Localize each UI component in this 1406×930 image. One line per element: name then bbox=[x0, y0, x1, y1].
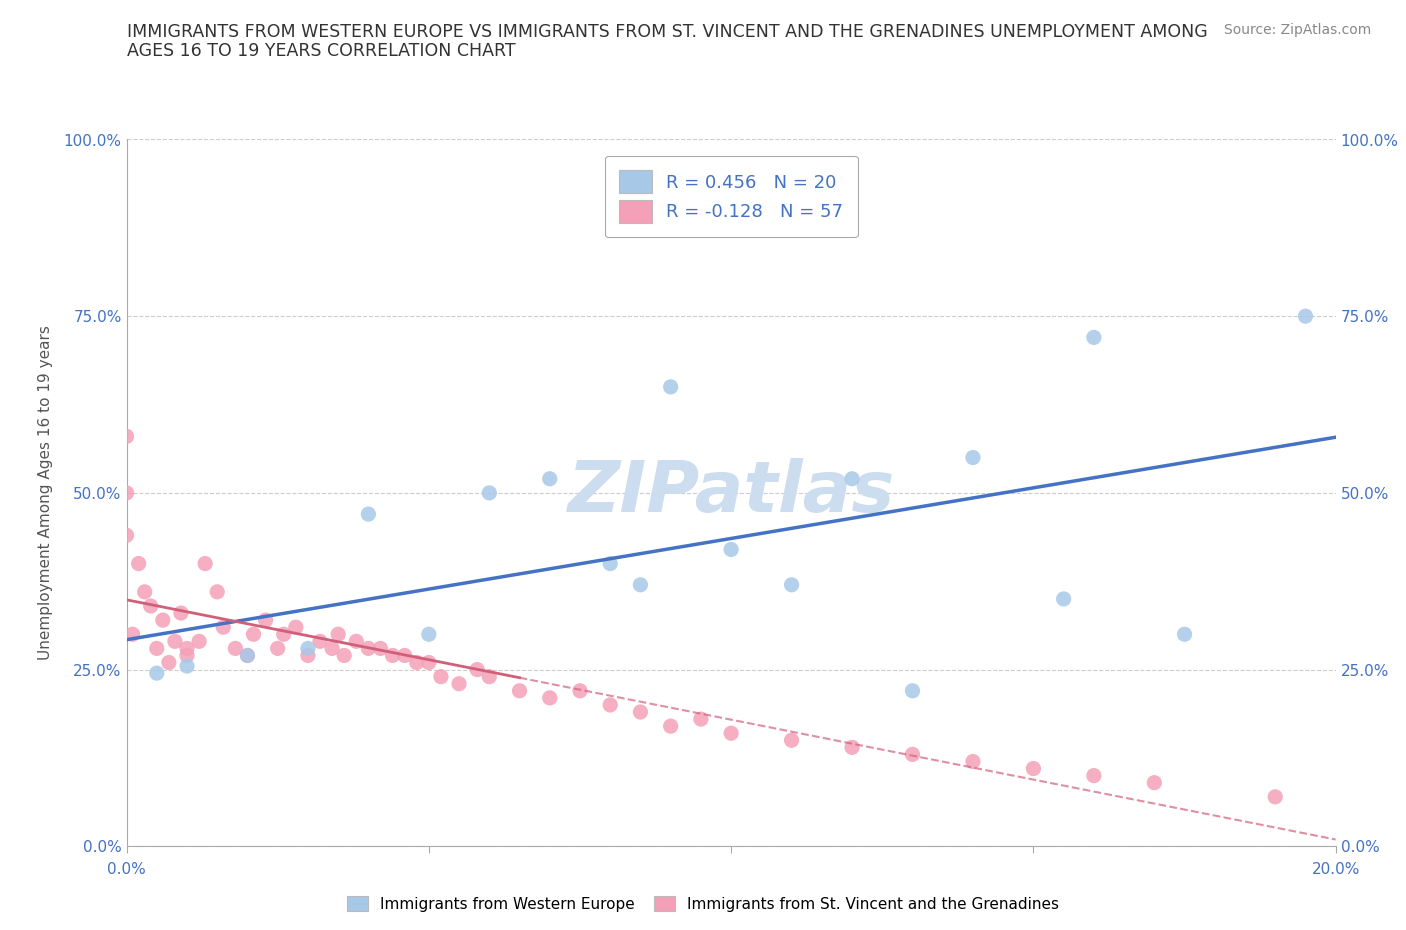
Point bbox=[418, 627, 440, 642]
Point bbox=[599, 556, 621, 571]
Point bbox=[1294, 309, 1316, 324]
Point bbox=[152, 613, 174, 628]
Point bbox=[344, 634, 367, 649]
Point bbox=[1083, 768, 1105, 783]
Point bbox=[146, 666, 169, 681]
Legend: Immigrants from Western Europe, Immigrants from St. Vincent and the Grenadines: Immigrants from Western Europe, Immigran… bbox=[340, 889, 1066, 918]
Point bbox=[418, 655, 440, 670]
Text: 20.0%: 20.0% bbox=[1312, 862, 1360, 877]
Point bbox=[478, 670, 501, 684]
Point bbox=[176, 658, 198, 673]
Point bbox=[273, 627, 295, 642]
Point bbox=[465, 662, 488, 677]
Point bbox=[478, 485, 501, 500]
Text: AGES 16 TO 19 YEARS CORRELATION CHART: AGES 16 TO 19 YEARS CORRELATION CHART bbox=[127, 42, 515, 60]
Point bbox=[1173, 627, 1195, 642]
Point bbox=[139, 599, 162, 614]
Point bbox=[115, 528, 138, 543]
Legend: R = 0.456   N = 20, R = -0.128   N = 57: R = 0.456 N = 20, R = -0.128 N = 57 bbox=[605, 155, 858, 237]
Point bbox=[146, 641, 169, 656]
Point bbox=[236, 648, 259, 663]
Point bbox=[394, 648, 416, 663]
Point bbox=[309, 634, 332, 649]
Point bbox=[297, 648, 319, 663]
Text: ZIPatlas: ZIPatlas bbox=[568, 458, 894, 527]
Point bbox=[357, 641, 380, 656]
Point bbox=[381, 648, 404, 663]
Point bbox=[157, 655, 180, 670]
Point bbox=[370, 641, 392, 656]
Point bbox=[1053, 591, 1076, 606]
Point bbox=[176, 641, 198, 656]
Point bbox=[509, 684, 531, 698]
Point bbox=[176, 648, 198, 663]
Point bbox=[538, 472, 561, 486]
Point bbox=[720, 725, 742, 740]
Point bbox=[659, 719, 682, 734]
Point bbox=[599, 698, 621, 712]
Point bbox=[430, 670, 453, 684]
Point bbox=[205, 584, 228, 599]
Point bbox=[405, 655, 427, 670]
Point bbox=[1083, 330, 1105, 345]
Y-axis label: Unemployment Among Ages 16 to 19 years: Unemployment Among Ages 16 to 19 years bbox=[38, 326, 52, 660]
Point bbox=[962, 754, 984, 769]
Point bbox=[333, 648, 356, 663]
Point bbox=[841, 472, 863, 486]
Point bbox=[1264, 790, 1286, 804]
Point bbox=[780, 733, 803, 748]
Point bbox=[163, 634, 186, 649]
Point bbox=[321, 641, 343, 656]
Point bbox=[188, 634, 211, 649]
Point bbox=[901, 684, 924, 698]
Point bbox=[284, 619, 307, 634]
Point bbox=[236, 648, 259, 663]
Point bbox=[841, 740, 863, 755]
Point bbox=[659, 379, 682, 394]
Point bbox=[128, 556, 150, 571]
Point bbox=[134, 584, 156, 599]
Text: 0.0%: 0.0% bbox=[107, 862, 146, 877]
Point bbox=[194, 556, 217, 571]
Text: Source: ZipAtlas.com: Source: ZipAtlas.com bbox=[1223, 23, 1371, 37]
Point bbox=[224, 641, 246, 656]
Point bbox=[630, 578, 652, 592]
Point bbox=[170, 605, 193, 620]
Point bbox=[538, 690, 561, 705]
Point bbox=[1143, 776, 1166, 790]
Point bbox=[242, 627, 264, 642]
Point bbox=[901, 747, 924, 762]
Point bbox=[357, 507, 380, 522]
Point bbox=[447, 676, 470, 691]
Point bbox=[1022, 761, 1045, 776]
Point bbox=[212, 619, 235, 634]
Point bbox=[630, 705, 652, 720]
Point bbox=[689, 711, 711, 726]
Point bbox=[720, 542, 742, 557]
Point bbox=[115, 429, 138, 444]
Text: IMMIGRANTS FROM WESTERN EUROPE VS IMMIGRANTS FROM ST. VINCENT AND THE GRENADINES: IMMIGRANTS FROM WESTERN EUROPE VS IMMIGR… bbox=[127, 23, 1208, 41]
Point bbox=[254, 613, 277, 628]
Point bbox=[326, 627, 350, 642]
Point bbox=[568, 684, 592, 698]
Point bbox=[267, 641, 290, 656]
Point bbox=[115, 485, 138, 500]
Point bbox=[297, 641, 319, 656]
Point bbox=[780, 578, 803, 592]
Point bbox=[121, 627, 143, 642]
Point bbox=[962, 450, 984, 465]
